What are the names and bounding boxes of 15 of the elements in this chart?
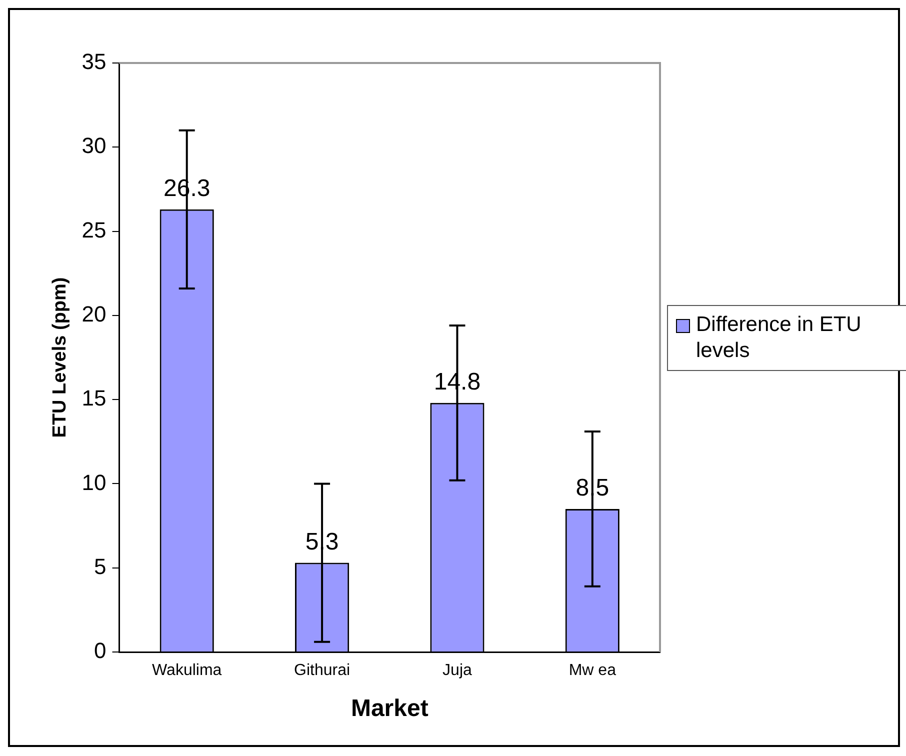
legend-label: Difference in ETU levels	[696, 312, 862, 364]
y-tick-label: 30	[82, 133, 106, 158]
y-tick-label: 25	[82, 217, 106, 242]
x-tick-label: Wakulima	[152, 662, 222, 680]
y-tick-label: 20	[82, 301, 106, 326]
y-axis-title: ETU Levels (ppm)	[50, 277, 71, 438]
y-tick-label: 35	[82, 49, 106, 74]
x-tick-label: Juja	[442, 662, 472, 680]
x-tick-label: Githurai	[294, 662, 350, 680]
y-tick-label: 5	[94, 554, 106, 579]
y-tick-label: 10	[82, 470, 106, 495]
y-tick-label: 0	[94, 638, 106, 664]
x-axis-title: Market	[350, 695, 428, 722]
y-tick-label: 15	[82, 386, 106, 411]
x-tick-label: Mw ea	[568, 662, 616, 680]
